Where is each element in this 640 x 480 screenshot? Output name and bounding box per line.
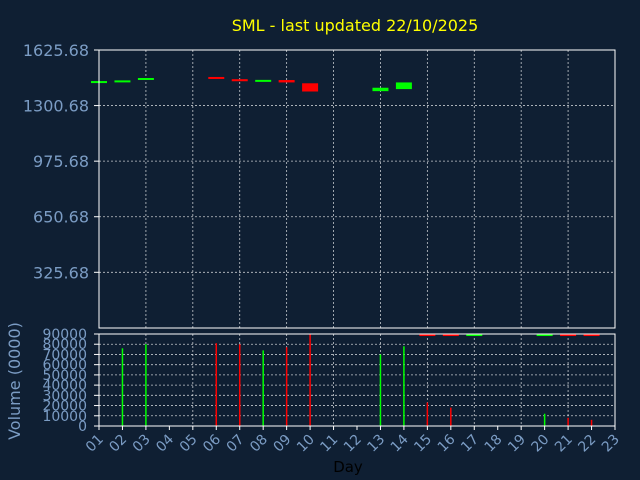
price-panel-frame <box>98 49 616 329</box>
volume-upper-mark <box>536 334 553 337</box>
price-candle <box>302 83 319 92</box>
volume-bar <box>403 346 405 426</box>
volume-tick-label: 80000 <box>42 337 87 353</box>
volume-tick-label: 20000 <box>42 399 87 415</box>
price-axis-ticks: 325.68 650.68 975.68 1300.68 1625.68 <box>23 41 99 282</box>
volume-tick-label: 40000 <box>42 378 87 394</box>
volume-bar <box>309 334 311 426</box>
price-tick-label: 650.68 <box>33 208 89 227</box>
volume-tick-label: 90000 <box>42 327 87 343</box>
volume-upper-mark <box>466 334 483 337</box>
volume-axis-ticks: 0100002000030000400005000060000700008000… <box>42 327 99 435</box>
volume-upper-mark <box>419 334 436 337</box>
volume-tick-label: 0 <box>78 419 87 435</box>
volume-bar <box>567 417 569 426</box>
volume-bar <box>215 343 218 426</box>
price-tick-label: 325.68 <box>33 263 89 282</box>
volume-bar <box>543 413 546 426</box>
volume-bar <box>121 348 124 426</box>
volume-bar <box>590 419 593 426</box>
volume-upper-mark <box>560 334 577 337</box>
price-candle <box>137 77 154 80</box>
chart-title: SML - last updated 22/10/2025 <box>232 16 479 35</box>
price-tick-label: 1300.68 <box>23 97 89 116</box>
volume-upper-marks <box>419 334 600 337</box>
volume-upper-mark <box>583 334 600 337</box>
volume-bar <box>238 344 241 426</box>
volume-tick-label: 50000 <box>42 368 87 384</box>
price-candle <box>278 80 295 83</box>
volume-bar <box>450 407 452 426</box>
price-candle <box>395 82 412 90</box>
price-tick-label: 975.68 <box>33 152 89 171</box>
x-axis-label: Day <box>333 458 363 476</box>
volume-upper-mark <box>442 334 459 337</box>
volume-bar <box>426 402 429 426</box>
price-candle <box>372 87 389 92</box>
price-tick-label: 1625.68 <box>23 41 89 60</box>
volume-bars <box>121 334 593 426</box>
price-candle <box>114 80 131 83</box>
volume-tick-label: 60000 <box>42 358 87 374</box>
volume-bar <box>379 354 382 426</box>
volume-tick-label: 30000 <box>42 388 87 404</box>
volume-axis-label: Volume (0000) <box>5 322 24 440</box>
volume-bar <box>145 344 147 426</box>
price-candle <box>208 76 225 79</box>
volume-bar <box>262 350 264 426</box>
volume-tick-label: 10000 <box>42 409 87 425</box>
price-candle <box>255 79 272 82</box>
volume-tick-label: 70000 <box>42 347 87 363</box>
volume-bar <box>285 347 288 426</box>
price-candle <box>231 79 248 82</box>
